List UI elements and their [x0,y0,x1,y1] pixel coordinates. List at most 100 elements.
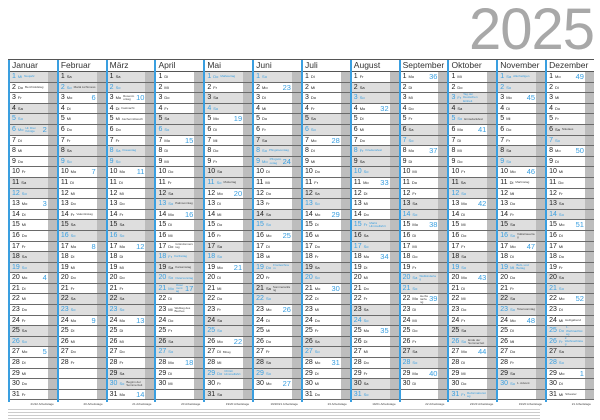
day-cell[interactable]: 24 Mi Heiligabend [547,315,594,327]
day-cell[interactable]: 22 Mi [449,294,497,306]
day-cell[interactable]: 4 Fr [302,103,350,115]
day-cell[interactable]: 10 Do [302,167,350,178]
day-cell[interactable]: 1 Mi [449,72,497,83]
day-cell[interactable]: 14 Fr [498,209,546,221]
day-cell[interactable]: 4 Di [58,103,106,115]
day-cell[interactable]: 18 Fr Karfreitag [156,252,204,263]
day-cell[interactable]: 27 So [156,347,204,359]
day-cell[interactable]: 27 Fr [254,347,301,359]
day-cell[interactable]: 22 Mi [10,294,57,306]
day-cell[interactable]: 12 Sa [156,188,204,200]
day-cell[interactable]: 26 Mi [498,336,546,348]
day-cell[interactable]: 18 Do [547,252,594,263]
day-cell[interactable]: 20 Mo 4 [10,273,57,284]
day-cell[interactable]: 15 Sa [498,220,546,231]
day-cell[interactable]: 6 Mo Hl. Drei Könige 2 [10,124,57,136]
day-cell[interactable]: 18 Do [400,252,448,263]
day-cell[interactable]: 16 Mi [156,230,204,242]
day-cell[interactable]: 28 Di [449,358,497,369]
day-cell[interactable]: 19 So [449,262,497,274]
day-cell[interactable]: 8 Sa [58,146,106,157]
day-cell[interactable]: 20 Sa Weltkindertag [400,273,448,284]
day-cell[interactable]: 22 Mo Herbstanfang 39 [400,294,448,306]
day-cell[interactable]: 28 Di [10,358,57,369]
day-cell[interactable]: 31 Mi Silvester [547,389,594,401]
day-cell[interactable]: 29 Sa [107,368,155,380]
day-cell[interactable]: 31 Fr [10,389,57,401]
day-cell[interactable]: 14 Di [449,209,497,221]
day-cell[interactable]: 6 Do [107,124,155,136]
day-cell[interactable]: 28 Sa [254,358,301,369]
day-cell[interactable]: 7 So [400,135,448,147]
day-cell[interactable]: 3 Mi [400,93,448,104]
day-cell[interactable]: 25 Sa [10,326,57,337]
day-cell[interactable]: 18 So [205,252,253,263]
day-cell[interactable]: 28 Mi [205,358,253,369]
day-cell[interactable]: 31 Mo 14 [107,389,155,401]
day-cell[interactable]: 12 Mi [58,188,106,200]
day-cell[interactable]: 21 Mo Ostermontag 17 [156,283,204,295]
day-cell[interactable]: 30 Mi [302,379,350,390]
day-cell[interactable]: 29 Mo 1 [547,368,594,380]
day-cell[interactable]: 16 Di [547,230,594,242]
day-cell[interactable]: 8 Sa Frauentag [107,146,155,157]
day-cell[interactable]: 10 Mi [547,167,594,178]
day-cell[interactable]: 3 Mo 6 [58,93,106,104]
day-cell[interactable]: 17 Do [302,241,350,253]
day-cell[interactable]: 29 Di [156,368,204,380]
day-cell[interactable]: 23 So [58,305,106,316]
day-cell[interactable]: 12 Mi [107,188,155,200]
day-cell[interactable]: 24 Do [302,315,350,327]
day-cell[interactable]: 13 Do [107,199,155,210]
day-cell[interactable]: 30 Sa [351,379,399,390]
day-cell[interactable]: 9 Mo Pfingstmontag 24 [254,156,301,168]
day-cell[interactable]: 19 Di [351,262,399,274]
day-cell[interactable]: 7 So [547,135,594,147]
day-cell[interactable]: 27 Sa [547,347,594,359]
day-cell[interactable]: 5 Di [351,114,399,125]
day-cell[interactable]: 30 Di [400,379,448,390]
day-cell[interactable]: 28 So [547,358,594,369]
day-cell[interactable]: 13 Mo 42 [449,199,497,210]
day-cell[interactable]: 2 So [498,82,546,94]
day-cell[interactable]: 27 Mi [351,347,399,359]
day-cell[interactable]: 19 Fr [400,262,448,274]
day-cell[interactable]: 8 Mi [449,146,497,157]
day-cell[interactable]: 2 Mo 23 [254,82,301,94]
day-cell[interactable]: 8 Do [205,146,253,157]
day-cell[interactable]: 20 So Ostersonntag [156,273,204,284]
day-cell[interactable]: 26 So [10,336,57,348]
day-cell[interactable]: 12 Do [254,188,301,200]
day-cell[interactable]: 3 Di [254,93,301,104]
day-cell[interactable]: 23 Di [547,305,594,316]
day-cell[interactable]: 21 Sa Sommeranfang [254,283,301,295]
day-cell[interactable]: 24 Do [156,315,204,327]
day-cell[interactable]: 26 Sa [156,336,204,348]
day-cell[interactable]: 1 Do Maifeiertag [205,72,253,83]
day-cell[interactable]: 15 Sa [58,220,106,231]
day-cell[interactable]: 5 Fr [547,114,594,125]
day-cell[interactable]: 10 Mo 7 [58,167,106,178]
day-cell[interactable]: 10 Mo 11 [107,167,155,178]
day-cell[interactable]: 28 Do [351,358,399,369]
day-cell[interactable]: 5 Mo 19 [205,114,253,125]
day-cell[interactable]: 8 Mo 37 [400,146,448,157]
day-cell[interactable]: 4 Sa [449,103,497,115]
day-cell[interactable]: 23 So [107,305,155,316]
day-cell[interactable]: 8 Mo 50 [547,146,594,157]
day-cell[interactable]: 19 Sa [302,262,350,274]
day-cell[interactable]: 11 Fr [156,177,204,189]
day-cell[interactable]: 5 Do [254,114,301,125]
day-cell[interactable]: 19 Mi [107,262,155,274]
day-cell[interactable]: 6 Mo 41 [449,124,497,136]
day-cell[interactable]: 24 Mi [400,315,448,327]
day-cell[interactable]: 10 Fr [10,167,57,178]
day-cell[interactable]: 14 So [547,209,594,221]
day-cell[interactable]: 8 Mi [10,146,57,157]
day-cell[interactable]: 27 Sa [400,347,448,359]
day-cell[interactable]: 19 Mi Buß- und Bettag [498,262,546,274]
day-cell[interactable]: 10 Fr [449,167,497,178]
day-cell[interactable]: 26 Do [254,336,301,348]
day-cell[interactable]: 29 Di [302,368,350,380]
day-cell[interactable]: 29 Mi [449,368,497,380]
